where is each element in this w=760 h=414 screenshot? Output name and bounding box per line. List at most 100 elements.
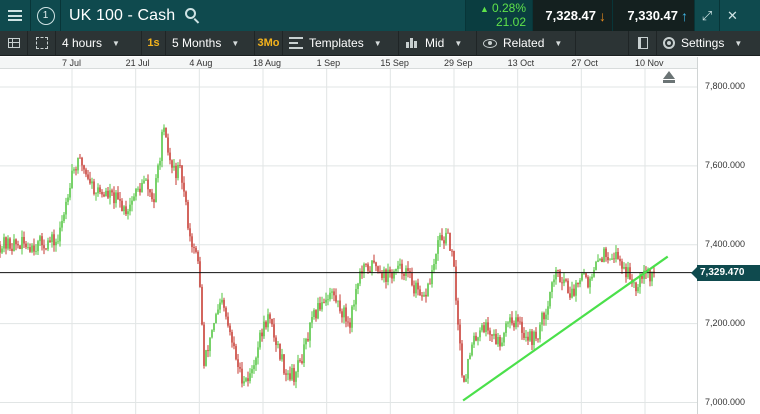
interval-dropdown[interactable]: 4 hours ▼	[56, 31, 142, 55]
candle-up	[115, 192, 117, 204]
candle-down	[369, 270, 371, 272]
candle-down	[113, 192, 115, 204]
candle-up	[331, 291, 333, 293]
layout-button[interactable]	[28, 31, 56, 55]
candle-down	[289, 373, 291, 380]
candle-down	[265, 321, 267, 328]
panel-icon	[637, 37, 648, 49]
candle-down	[441, 235, 443, 241]
date-axis-label: 1 Sep	[316, 58, 341, 68]
candle-down	[83, 165, 85, 170]
candle-up	[317, 303, 319, 319]
interval-quick-button[interactable]: 1s	[142, 31, 166, 55]
candle-up	[135, 189, 137, 197]
gear-icon	[663, 37, 675, 49]
scroll-to-latest-icon[interactable]	[662, 70, 676, 84]
expand-icon[interactable]: ⤢	[695, 0, 720, 31]
candle-up	[337, 300, 339, 302]
candle-down	[491, 334, 493, 336]
candle-up	[599, 258, 601, 261]
templates-dropdown[interactable]: Templates ▼	[283, 31, 399, 55]
candle-down	[517, 317, 519, 322]
candle-down	[269, 314, 271, 319]
candle-up	[589, 278, 591, 288]
range-quick-button[interactable]: 3Mo	[255, 31, 283, 55]
badge-count: 1	[36, 6, 55, 25]
candle-down	[25, 243, 27, 248]
candle-down	[139, 188, 141, 193]
toolbar-menu-button[interactable]	[0, 31, 28, 55]
candle-up	[217, 309, 219, 315]
candle-down	[193, 247, 195, 248]
candle-up	[309, 322, 311, 341]
interval-quick-label: 1s	[147, 37, 160, 49]
candle-down	[413, 285, 415, 294]
price-axis-label: 7,200.000	[705, 317, 746, 328]
candle-down	[463, 375, 465, 382]
candle-up	[141, 182, 143, 193]
candle-down	[15, 239, 17, 245]
side-panel-button[interactable]	[629, 31, 657, 55]
price-axis[interactable]: 7,800.000 7,600.000 7,400.000 7,200.000 7,00…	[697, 57, 760, 414]
price-type-label: Mid	[425, 36, 445, 50]
bid-price: 7,328.47	[545, 8, 596, 23]
candle-up	[173, 165, 175, 168]
candle-down	[103, 194, 105, 197]
candle-up	[357, 283, 359, 289]
candle-down	[487, 322, 489, 331]
candle-down	[389, 269, 391, 273]
price-type-dropdown[interactable]: Mid ▼	[399, 31, 477, 55]
related-dropdown[interactable]: Related ▼	[477, 31, 576, 55]
price-chart[interactable]	[0, 69, 760, 414]
buy-price-button[interactable]: 7,330.47 ↑	[613, 0, 695, 31]
candle-down	[207, 350, 209, 352]
close-icon[interactable]: ✕	[727, 7, 738, 23]
candle-up	[465, 378, 467, 382]
candle-up	[39, 236, 41, 242]
candle-up	[51, 234, 53, 243]
candle-up	[351, 306, 353, 328]
list-icon	[7, 38, 20, 48]
candle-down	[569, 293, 571, 298]
spacer	[576, 31, 629, 55]
candle-down	[307, 338, 309, 341]
range-dropdown[interactable]: 5 Months ▼	[166, 31, 255, 55]
search-icon[interactable]	[185, 7, 201, 24]
candle-down	[101, 191, 103, 195]
settings-dropdown[interactable]: Settings ▼	[657, 31, 757, 55]
settings-label: Settings	[681, 36, 725, 50]
candle-up	[259, 332, 261, 348]
candle-up	[297, 360, 299, 372]
instrument-selector[interactable]: UK 100 - Cash	[61, 0, 466, 31]
candle-down	[451, 250, 453, 252]
candle-up	[533, 331, 535, 345]
candle-up	[313, 310, 315, 317]
candle-down	[199, 261, 201, 287]
sell-price-button[interactable]: 7,328.47 ↓	[533, 0, 613, 31]
candle-down	[345, 307, 347, 322]
date-axis-label: 4 Aug	[189, 58, 213, 68]
candle-down	[523, 332, 525, 338]
candle-up	[37, 241, 39, 252]
candle-up	[387, 269, 389, 282]
candle-up	[321, 302, 323, 310]
candle-down	[79, 157, 81, 159]
candle-up	[493, 333, 495, 336]
chevron-down-icon: ▼	[231, 38, 240, 48]
candle-down	[605, 248, 607, 258]
candle-down	[179, 165, 181, 166]
candle-up	[211, 330, 213, 338]
candle-up	[497, 337, 499, 345]
candle-up	[479, 330, 481, 338]
date-axis-label: 21 Jul	[125, 58, 150, 68]
candle-down	[381, 272, 383, 279]
candle-down	[489, 330, 491, 335]
notification-badge[interactable]: 1	[31, 0, 61, 31]
candle-up	[221, 299, 223, 303]
candle-down	[233, 342, 235, 347]
candle-up	[327, 299, 329, 301]
candle-up	[219, 302, 221, 310]
candle-up	[355, 288, 357, 305]
hamburger-menu-icon[interactable]	[0, 0, 31, 31]
candle-up	[637, 287, 639, 292]
